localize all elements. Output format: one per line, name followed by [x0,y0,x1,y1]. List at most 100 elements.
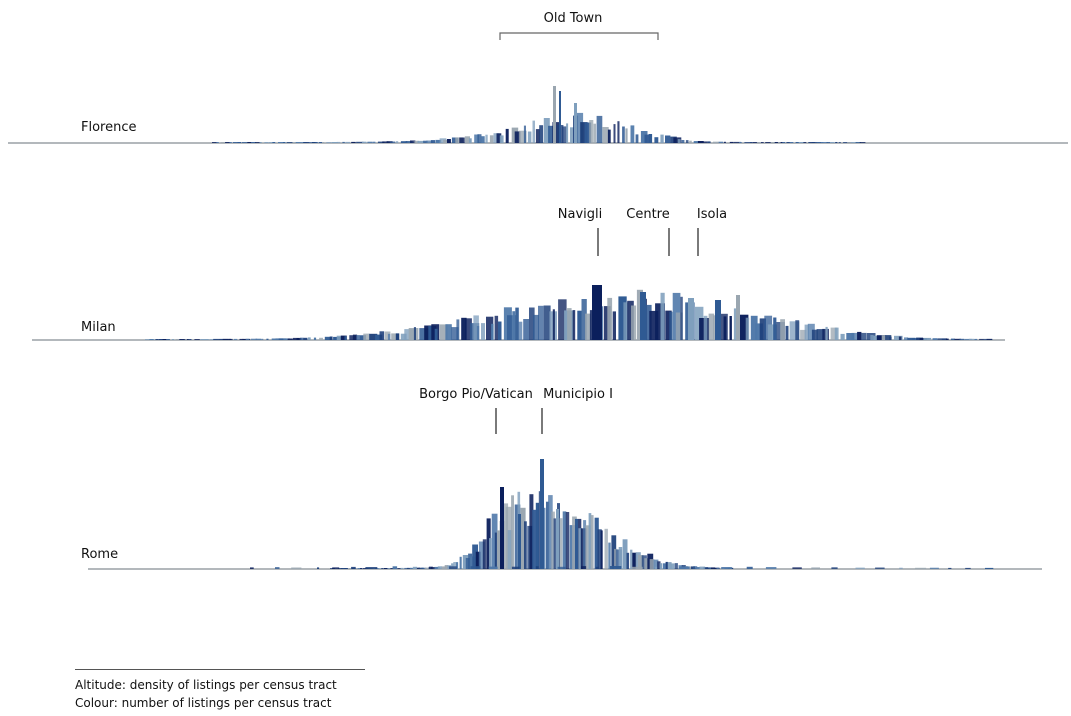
florence-block [843,142,851,143]
florence-block [749,142,753,143]
milan-block [481,323,485,340]
milan-block [968,338,975,340]
florence-block [535,129,540,143]
milan-block [363,333,370,340]
milan-spike [640,292,646,340]
milan-block [369,333,378,340]
milan-block [904,337,909,340]
milan-block [830,327,838,340]
florence-block [808,142,815,143]
milan-block [204,339,209,340]
rome-tail-block [855,567,865,569]
florence-block [435,139,442,143]
florence-block [613,124,616,143]
florence-block [423,140,428,143]
rome-block [600,530,603,569]
florence-block [264,142,269,143]
florence-block [798,142,805,143]
milan-block [515,307,519,340]
rome-block [377,568,381,569]
milan-block [825,326,828,340]
annotation-centre: Centre [626,207,669,222]
florence-block [241,142,248,143]
rome-block [663,563,666,569]
milan-block [465,318,472,340]
rome-block [468,553,473,569]
florence-block [816,142,824,143]
rome-block [424,567,431,569]
florence-block [523,125,526,143]
milan-block [739,314,749,340]
florence-block [527,131,532,143]
legend-altitude: Altitude: density of listings per census… [75,678,337,692]
florence-block [232,142,241,143]
rome-tail-block [929,567,939,569]
milan-block [379,331,385,340]
florence-block [596,115,603,143]
florence-block [489,135,494,143]
rome-tail-block [351,566,356,569]
florence-block [733,141,742,143]
rome-tail-block [581,566,587,569]
florence-block [410,140,416,143]
milan-block [759,318,766,340]
rome-block [716,567,720,569]
milan-block [729,316,732,340]
milan-block [445,324,452,340]
florence-block [859,142,866,143]
milan-block [789,321,800,340]
milan-block [795,320,800,340]
milan-block [255,338,261,340]
milan-block [577,310,582,340]
rome-block [572,516,577,569]
florence-block [268,142,274,143]
florence-block [593,123,596,143]
florence-skyline [212,86,866,143]
florence-block [496,133,502,143]
rome-tail-block [428,566,433,569]
rome-tail-block [915,567,927,569]
milan-block [434,328,438,340]
milan-block [785,325,789,340]
florence-block [673,137,682,143]
milan-block [649,310,659,340]
florence-block [220,142,228,143]
rome-block [535,502,540,569]
florence-block [386,141,393,143]
rome-block [608,542,611,569]
florence-block [685,140,689,143]
rome-tail-block [392,566,398,569]
florence-block [707,141,711,143]
florence-block [362,141,367,143]
florence-block [250,142,256,143]
florence-block [295,142,301,143]
florence-block [607,129,611,143]
milan-block [773,317,777,340]
milan-block [660,292,665,340]
rome-block [630,549,633,569]
rome-tail-block [609,566,622,569]
rome-block [360,568,363,569]
milan-block [816,329,825,340]
florence-block [830,142,835,143]
florence-block [468,138,472,143]
rome-block [383,568,390,569]
florence-block [286,142,293,143]
old-town-bracket [499,32,659,40]
rome-tail-block [699,566,706,569]
milan-block [703,315,708,340]
rome-block [604,528,608,569]
florence-block [278,142,286,143]
florence-block [336,141,341,143]
florence-block [447,139,451,143]
florence-block [570,127,575,143]
florence-block [739,142,742,143]
milan-block [631,305,637,340]
rome-block [482,539,487,569]
rome-block [565,512,570,569]
milan-block [780,319,785,340]
milan-block [461,317,467,340]
rome-block [618,547,623,569]
florence-block [414,140,419,143]
legend-colour: Colour: number of listings per census tr… [75,696,332,710]
